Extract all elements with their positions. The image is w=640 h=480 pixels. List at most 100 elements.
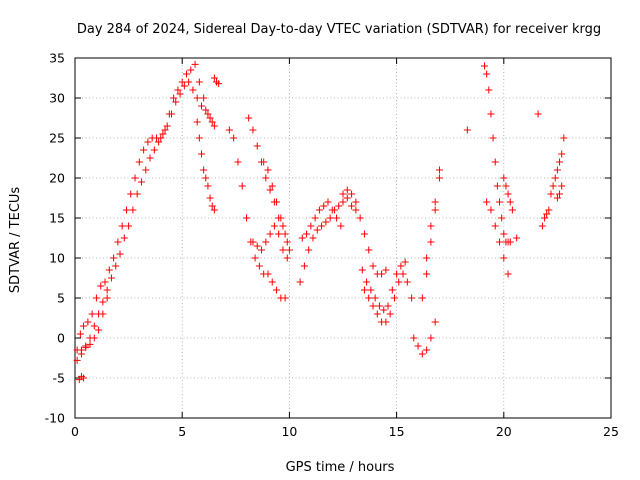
- data-point: [395, 278, 403, 286]
- data-point: [348, 190, 356, 198]
- series-track-j: [260, 158, 293, 254]
- data-point: [300, 262, 308, 270]
- y-tick-label: 0: [57, 331, 65, 346]
- data-point: [103, 294, 111, 302]
- data-point: [352, 206, 360, 214]
- series-track-q: [418, 174, 443, 302]
- data-point: [551, 174, 559, 182]
- data-point: [399, 270, 407, 278]
- x-tick-label: 5: [178, 424, 186, 439]
- data-point: [172, 98, 180, 106]
- data-point: [189, 86, 197, 94]
- data-point: [208, 202, 216, 210]
- data-point: [253, 142, 261, 150]
- x-tick-label: 15: [389, 424, 405, 439]
- series-track-aa: [553, 182, 566, 202]
- data-point: [418, 294, 426, 302]
- data-point: [197, 150, 205, 158]
- data-point: [131, 174, 139, 182]
- data-marks: [73, 60, 568, 384]
- data-point: [423, 270, 431, 278]
- data-point: [401, 258, 409, 266]
- series-track-x: [534, 110, 542, 118]
- x-tick-label: 0: [71, 424, 79, 439]
- data-point: [281, 294, 289, 302]
- series-track-l: [298, 198, 345, 242]
- series-track-k: [296, 194, 360, 286]
- data-point: [339, 198, 347, 206]
- data-point: [483, 70, 491, 78]
- data-point: [500, 254, 508, 262]
- data-point: [163, 122, 171, 130]
- data-point: [99, 310, 107, 318]
- data-point: [500, 230, 508, 238]
- data-point: [268, 182, 276, 190]
- data-point: [483, 198, 491, 206]
- data-point: [137, 178, 145, 186]
- data-point: [382, 318, 390, 326]
- data-point: [358, 266, 366, 274]
- data-point: [545, 206, 553, 214]
- data-point: [120, 234, 128, 242]
- data-point: [388, 286, 396, 294]
- data-point: [311, 214, 319, 222]
- data-point: [423, 346, 431, 354]
- data-point: [506, 198, 514, 206]
- y-tick-label: -10: [45, 411, 65, 426]
- data-point: [255, 262, 263, 270]
- data-point: [504, 270, 512, 278]
- data-point: [283, 254, 291, 262]
- y-tick-label: 35: [49, 51, 65, 66]
- data-point: [77, 346, 85, 354]
- data-point: [90, 322, 98, 330]
- data-point: [245, 114, 253, 122]
- data-point: [326, 214, 334, 222]
- series-track-i: [249, 222, 291, 262]
- data-point: [200, 166, 208, 174]
- series-track-t: [481, 62, 514, 246]
- data-point: [253, 242, 261, 250]
- data-point: [543, 210, 551, 218]
- data-point: [264, 166, 272, 174]
- data-point: [170, 94, 178, 102]
- data-point: [262, 174, 270, 182]
- data-point: [176, 90, 184, 98]
- data-point: [76, 330, 84, 338]
- data-point: [371, 294, 379, 302]
- data-point: [541, 214, 549, 222]
- data-point: [178, 78, 186, 86]
- data-point: [382, 266, 390, 274]
- series-track-w: [513, 234, 521, 242]
- data-point: [279, 222, 287, 230]
- data-point: [431, 206, 439, 214]
- data-point: [277, 214, 285, 222]
- data-point: [210, 74, 218, 82]
- series-track-f: [210, 74, 223, 88]
- x-tick-label: 25: [603, 424, 619, 439]
- data-point: [558, 150, 566, 158]
- data-point: [553, 166, 561, 174]
- data-point: [320, 202, 328, 210]
- data-point: [309, 234, 317, 242]
- data-point: [418, 350, 426, 358]
- data-point: [352, 198, 360, 206]
- data-point: [142, 166, 150, 174]
- x-tick-label: 10: [281, 424, 297, 439]
- series-track-u: [483, 198, 512, 278]
- data-point: [318, 222, 326, 230]
- data-point: [230, 134, 238, 142]
- data-point: [560, 134, 568, 142]
- data-point: [283, 238, 291, 246]
- x-tick-label: 20: [496, 424, 512, 439]
- data-point: [82, 344, 90, 352]
- data-point: [414, 342, 422, 350]
- data-point: [489, 134, 497, 142]
- data-point: [296, 278, 304, 286]
- data-point: [500, 174, 508, 182]
- y-tick-label: 25: [49, 131, 65, 146]
- data-point: [161, 126, 169, 134]
- data-point: [363, 278, 371, 286]
- data-point: [324, 198, 332, 206]
- data-point: [238, 182, 246, 190]
- data-point: [410, 334, 418, 342]
